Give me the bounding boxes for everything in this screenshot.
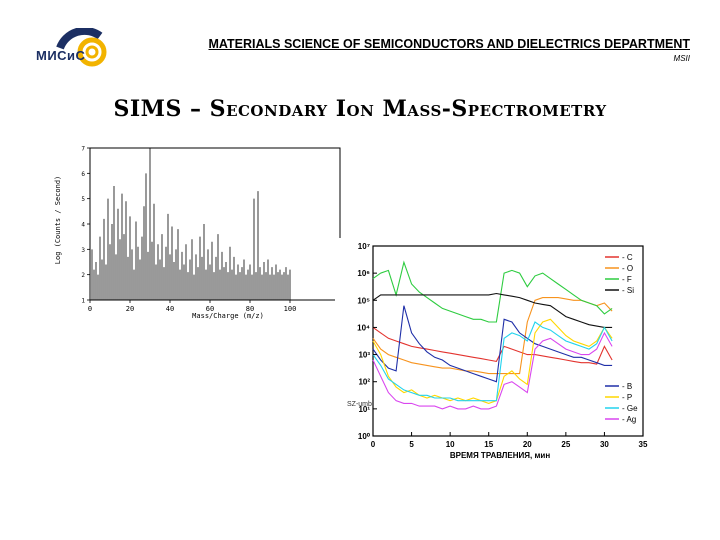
legend-entry: - B xyxy=(622,382,632,391)
logo-yellow-ring xyxy=(77,37,107,67)
legend-entry: - Si xyxy=(622,286,634,295)
series-line-p xyxy=(372,318,613,404)
depth-x-tick-label: 5 xyxy=(409,440,414,449)
spectrum-y-tick-label: 5 xyxy=(81,196,85,203)
spectrum-x-ticks: 0 20 40 60 80 100 xyxy=(88,300,296,313)
depth-x-tick-label: 0 xyxy=(371,440,376,449)
slide-title: SIMS – Secondary Ion Mass-Spectrometry xyxy=(113,96,607,122)
logo-blue-arc xyxy=(56,28,103,50)
spectrum-y-tick-label: 4 xyxy=(81,222,85,229)
legend-entry: - P xyxy=(622,393,632,402)
spectrum-x-tick-label: 40 xyxy=(166,305,174,313)
depth-y-tick-label: 10² xyxy=(358,378,370,387)
logo-text: МИСиС xyxy=(36,48,86,63)
series-line-si xyxy=(372,292,613,328)
depth-y-tick-label: 10¹ xyxy=(358,405,370,414)
depth-y-tick-label: 10⁰ xyxy=(358,432,371,441)
series-line-c xyxy=(372,326,613,365)
series-line-o xyxy=(372,297,613,375)
depth-x-tick-label: 20 xyxy=(523,440,532,449)
spectrum-plot-frame xyxy=(89,147,341,301)
legend-entry: - C xyxy=(622,253,633,262)
spectrum-y-tick-label: 7 xyxy=(81,146,85,153)
spectrum-x-axis-label: Mass/Charge (m/z) xyxy=(192,312,264,320)
spectrum-y-axis-label: Log (Counts / Second) xyxy=(54,176,62,265)
series-line-ge xyxy=(372,321,613,402)
mass-spectrum-chart: 0 20 40 60 80 100 1 2 3 4 5 6 7 Mass/Charge (m/z) L… xyxy=(54,146,341,320)
sample-annotation: SZ-umb xyxy=(347,401,372,408)
depth-y-tick-label: 10⁶ xyxy=(357,269,370,278)
depth-x-tick-label: 15 xyxy=(484,440,493,449)
depth-x-tick-label: 35 xyxy=(639,440,648,449)
department-title: MATERIALS SCIENCE OF SEMICONDUCTORS AND … xyxy=(208,37,691,51)
depth-profile-series xyxy=(372,260,613,410)
depth-y-tick-label: 10⁵ xyxy=(357,296,370,305)
legend-bottom: - B - P - Ge - Ag xyxy=(605,382,638,424)
depth-profile-chart: 0 5 10 15 20 25 30 35 10⁰10¹10²10³10⁴10⁵10⁶10⁷ … xyxy=(335,238,665,464)
spectrum-x-tick-label: 100 xyxy=(284,305,297,313)
depth-x-tick-label: 25 xyxy=(561,440,570,449)
logo-yellow-ring-inner xyxy=(85,45,99,59)
spectrum-y-tick-label: 6 xyxy=(81,171,85,178)
legend-entry: - O xyxy=(622,264,633,273)
spectrum-y-tick-label: 3 xyxy=(81,247,85,254)
spectrum-peaks xyxy=(91,148,291,300)
legend-entry: - F xyxy=(622,275,632,284)
legend-entry: - Ag xyxy=(622,415,636,424)
depth-y-ticks: 10⁰ 10¹ 10² 10³ 10⁴ 10⁵ 10⁶ 10⁷ xyxy=(357,242,377,441)
depth-x-ticks: 0 5 10 15 20 25 30 35 xyxy=(371,432,648,449)
spectrum-y-tick-label: 1 xyxy=(81,298,85,305)
spectrum-x-tick-label: 20 xyxy=(126,305,134,313)
series-line-f xyxy=(372,260,613,323)
depth-y-tick-label: 10⁴ xyxy=(357,323,370,332)
department-abbreviation: MSII xyxy=(673,54,690,63)
depth-x-tick-label: 10 xyxy=(446,440,455,449)
depth-y-tick-label: 10³ xyxy=(358,351,370,360)
series-line-ag xyxy=(372,331,613,410)
misis-logo xyxy=(56,28,107,67)
series-line-b xyxy=(372,305,613,383)
depth-y-tick-label: 10⁷ xyxy=(358,242,370,251)
depth-x-tick-label: 30 xyxy=(600,440,609,449)
spectrum-y-ticks: 1 2 3 4 5 6 7 xyxy=(81,146,90,305)
legend-top: - C - O - F - Si xyxy=(605,253,634,295)
spectrum-x-tick-label: 60 xyxy=(206,305,214,313)
legend-entry: - Ge xyxy=(622,404,638,413)
spectrum-y-tick-label: 2 xyxy=(81,272,85,279)
spectrum-x-tick-label: 80 xyxy=(246,305,254,313)
depth-x-axis-label: ВРЕМЯ ТРАВЛЕНИЯ, мин xyxy=(450,451,550,460)
spectrum-x-tick-label: 0 xyxy=(88,305,92,313)
